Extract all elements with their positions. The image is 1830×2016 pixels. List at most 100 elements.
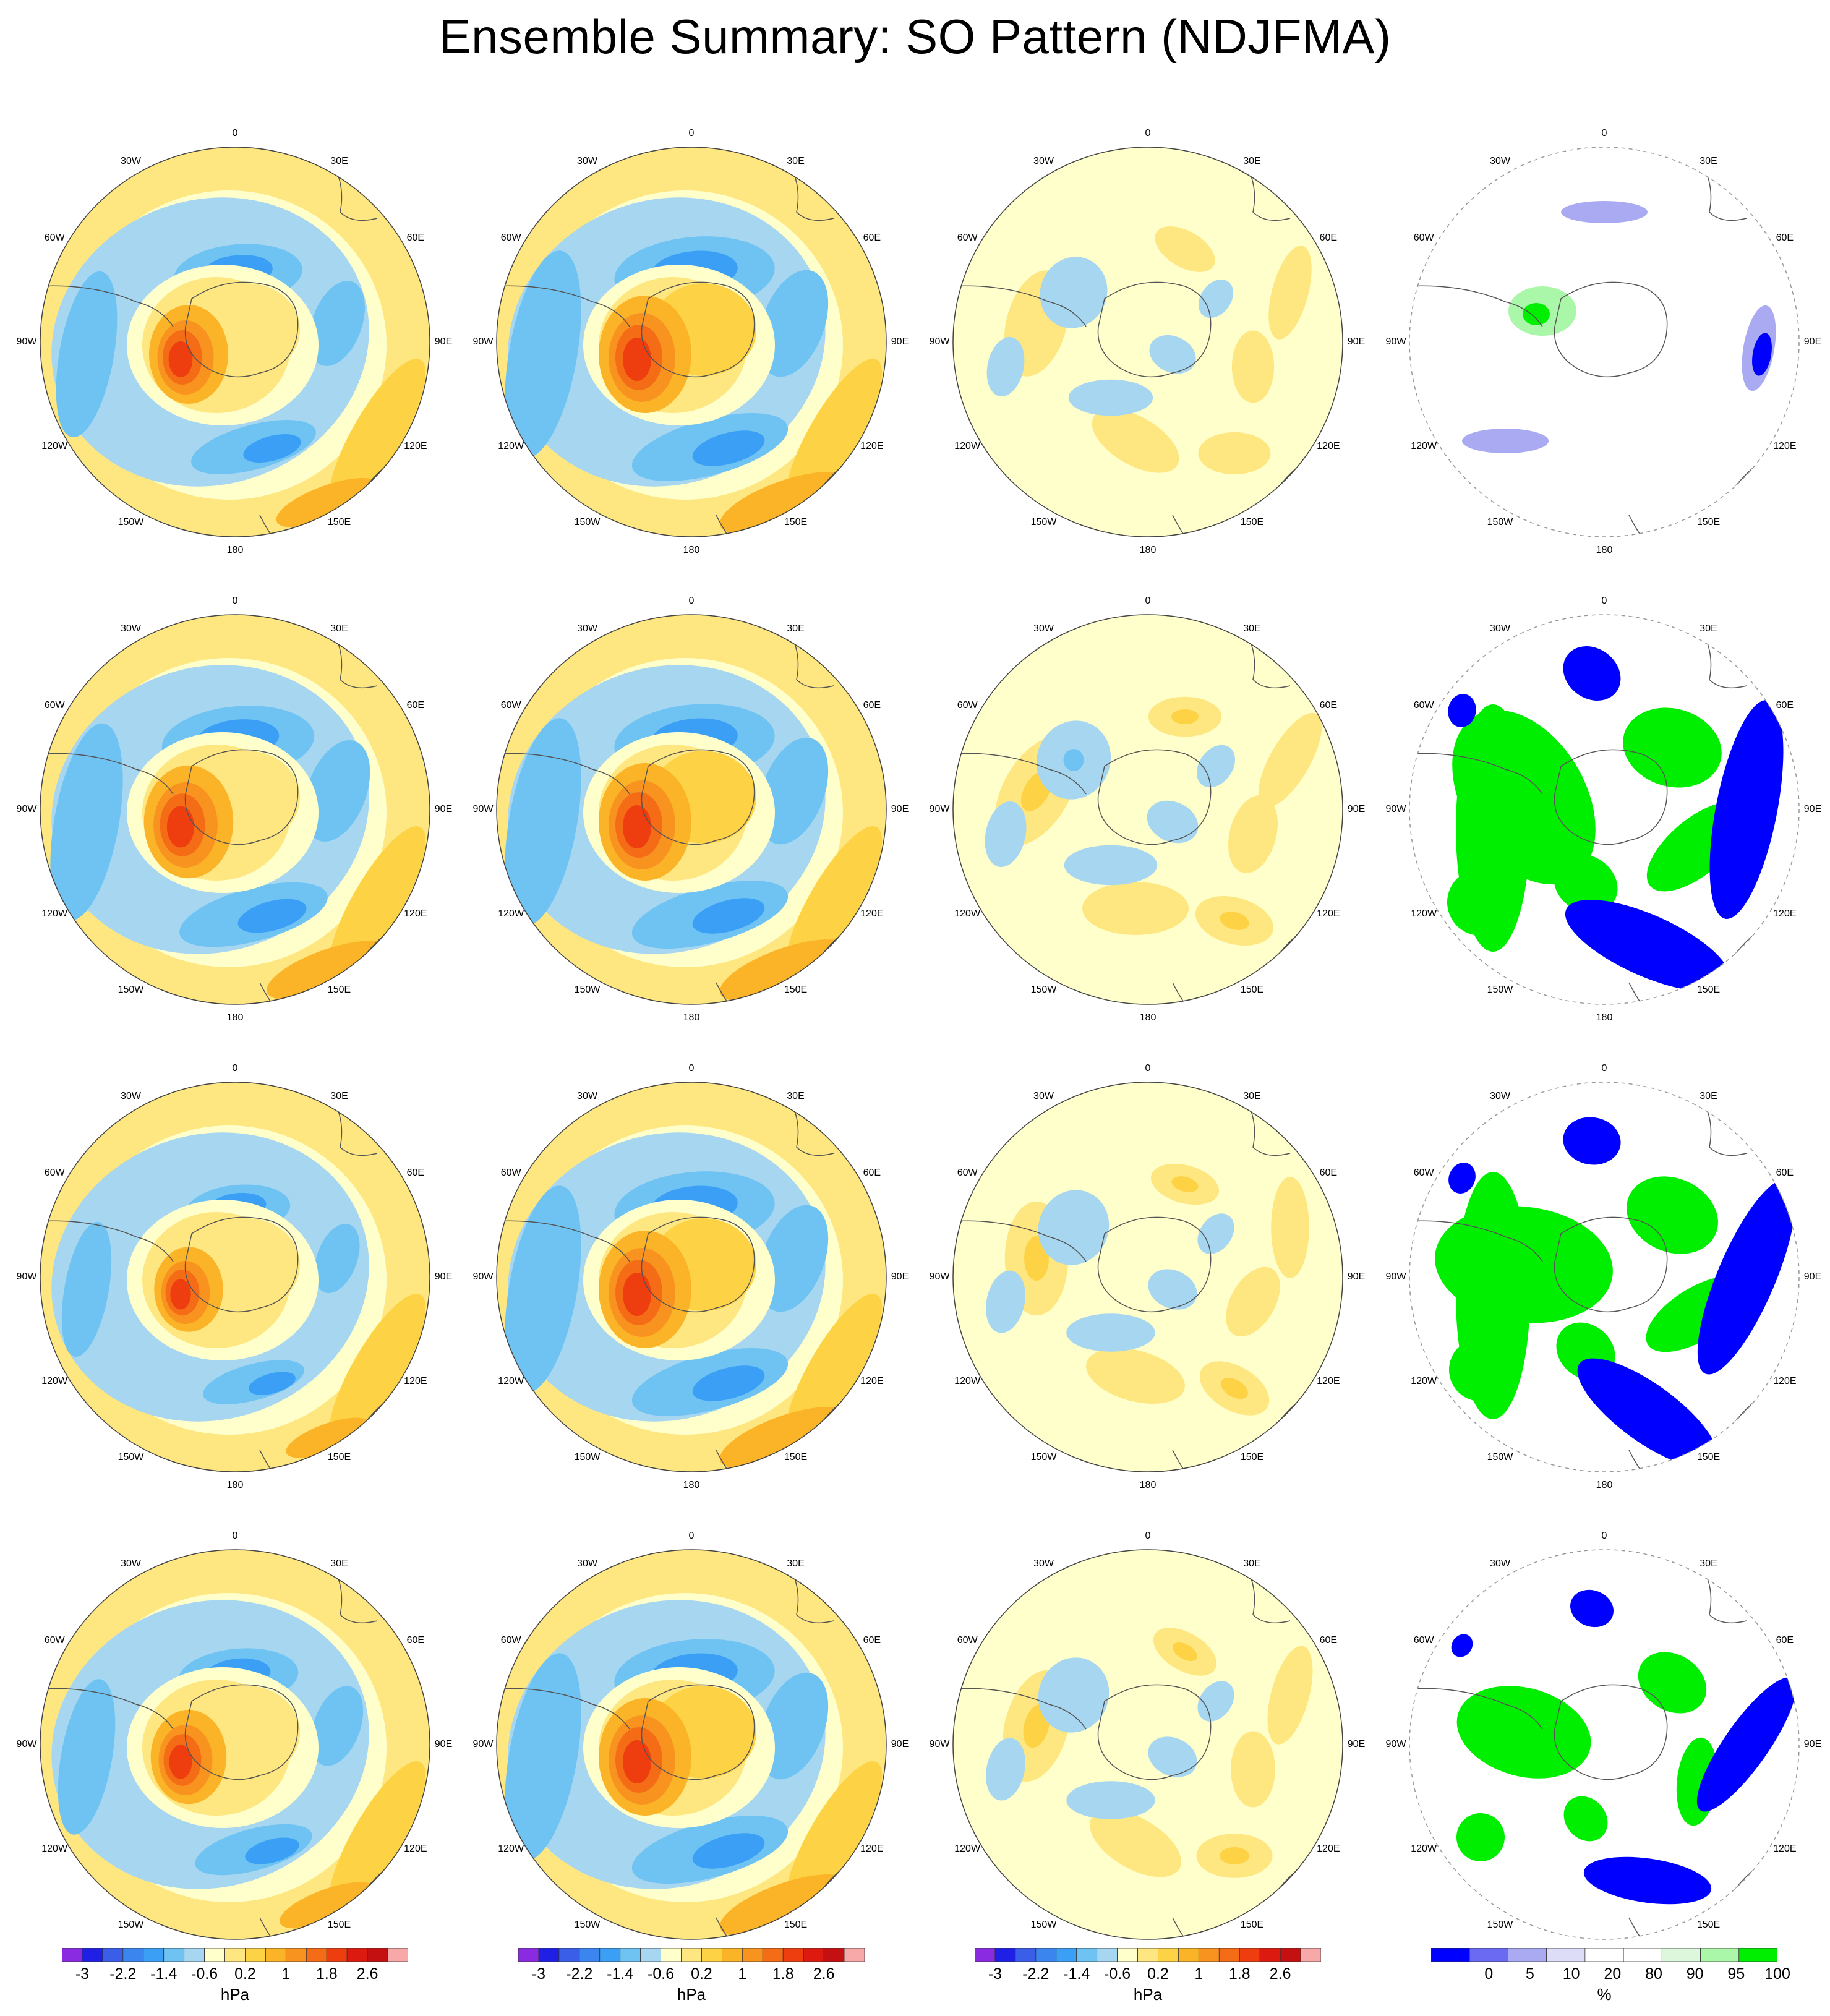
longitude-label: 150W <box>574 516 601 527</box>
colorbar-tick-label: 90 <box>1686 1965 1704 1983</box>
longitude-label: 0 <box>232 128 238 139</box>
colorbar-swatch <box>782 1947 804 1962</box>
map-panel-r1-c2: 0 30E 60E 90E 120E 150E 180 150W 120W 90W 60W 30W <box>473 98 939 568</box>
colorbar-swatch <box>1546 1947 1586 1962</box>
colorbar-tick-label: 2.6 <box>813 1965 835 1983</box>
colorbar-swatch <box>163 1947 185 1962</box>
rank-blue-2 <box>1570 1589 1614 1628</box>
field-negative-cell-b <box>505 1185 581 1393</box>
longitude-label: 60W <box>44 699 65 711</box>
longitude-label: 30W <box>1033 156 1054 167</box>
diff-positive-core-0 <box>1171 709 1199 724</box>
colorbar-tick-label: 0 <box>1484 1965 1494 1983</box>
colorbar-swatch <box>620 1947 641 1962</box>
longitude-label: 150E <box>327 516 351 527</box>
colorbar-tick-label: 1.8 <box>315 1965 338 1983</box>
new-zealand-coastline <box>1628 1450 1651 1472</box>
south-america-coastline <box>40 285 174 327</box>
longitude-label: 0 <box>232 1531 238 1541</box>
rank-blue-3 <box>1448 1163 1476 1194</box>
field-positive-core <box>168 341 193 377</box>
diff-negative-0 <box>1040 257 1108 328</box>
south-america-coastline <box>497 753 630 795</box>
map-panel-r2-c4: 0 30E 60E 90E 120E 150E 180 150W 120W 90W 60W 30W <box>1386 565 1830 1035</box>
longitude-label: 150W <box>574 1919 601 1930</box>
colorbar-swatch <box>1508 1947 1547 1962</box>
colorbar-swatch <box>681 1947 702 1962</box>
field-negative-cell-d <box>314 1223 360 1294</box>
new-zealand-coastline <box>1172 1917 1195 1939</box>
longitude-label: 120W <box>954 1843 981 1854</box>
colorbar-tick-label: -0.6 <box>648 1965 675 1983</box>
longitude-label: 0 <box>232 1063 238 1074</box>
diff-negative-4 <box>1148 1269 1197 1310</box>
rank-blue-1 <box>1577 1358 1718 1468</box>
longitude-label: 150E <box>1696 516 1721 527</box>
colorbar-swatch <box>224 1947 246 1962</box>
new-zealand-coastline <box>716 1450 738 1472</box>
field-positive-core <box>623 338 651 381</box>
field-positive-belt <box>328 359 426 511</box>
longitude-label: 60W <box>44 232 65 243</box>
colorbar-unit-label: hPa <box>677 1985 706 2004</box>
colorbar-swatches <box>518 1947 865 1962</box>
rank-green-2 <box>1554 854 1618 913</box>
map-boundary <box>40 1082 430 1472</box>
south-america-coastline <box>40 1688 174 1730</box>
diff-negative-3 <box>985 801 1027 868</box>
colorbar-tick-label: -2.2 <box>1022 1965 1050 1983</box>
colorbar-swatch <box>742 1947 763 1962</box>
colorbar-tick-label: 0.2 <box>1147 1965 1169 1983</box>
new-zealand-coastline <box>716 982 738 1004</box>
longitude-label: 90E <box>434 804 453 814</box>
longitude-label: 150W <box>574 984 601 995</box>
colorbar-swatch <box>844 1947 865 1962</box>
rank-blue-0 <box>1709 700 1784 919</box>
longitude-label: 150E <box>784 1919 808 1930</box>
longitude-label: 90E <box>1347 1739 1366 1749</box>
diff-positive-core-0 <box>1171 1176 1199 1192</box>
longitude-label: 0 <box>1601 128 1607 139</box>
map-boundary <box>952 1082 1343 1472</box>
colorbar-tick-label: 1.8 <box>772 1965 794 1983</box>
diff-positive-5 <box>1267 1646 1313 1745</box>
longitude-label: 30E <box>1700 1091 1717 1102</box>
diff-negative-2 <box>1064 845 1158 886</box>
longitude-label: 90W <box>472 1739 494 1749</box>
longitude-label: 150E <box>784 516 808 527</box>
antarctica-coastline <box>1097 1684 1212 1780</box>
longitude-label: 30E <box>787 623 805 634</box>
longitude-label: 180 <box>226 1480 244 1490</box>
diff-positive-1 <box>1226 1266 1280 1337</box>
map-panel-r1-c1: 0 30E 60E 90E 120E 150E 180 150W 120W 90W 60W 30W <box>17 98 482 568</box>
longitude-label: 30W <box>1490 623 1510 634</box>
colorbar-swatch <box>518 1947 539 1962</box>
longitude-label: 120E <box>1317 908 1340 919</box>
longitude-label: 60W <box>957 232 978 243</box>
antarctica-coastline <box>1554 1216 1668 1313</box>
field-positive-belt-core <box>719 472 849 534</box>
longitude-label: 60E <box>406 1167 425 1178</box>
diff-negative-4 <box>1147 800 1199 844</box>
longitude-label: 180 <box>1139 1480 1157 1490</box>
diff-positive-3 <box>1082 882 1189 935</box>
field-negative-core-c <box>249 1372 296 1395</box>
longitude-label: 180 <box>683 1012 700 1023</box>
new-zealand-coastline <box>1172 982 1195 1004</box>
polar-map <box>40 1549 430 1940</box>
map-panel-r3-c3: 0 30E 60E 90E 120E 150E 180 150W 120W 90W 60W 30W <box>930 1033 1395 1503</box>
map-boundary <box>40 1549 430 1940</box>
longitude-label: 150W <box>1487 516 1513 527</box>
diff-positive-5 <box>1258 712 1322 808</box>
longitude-label: 90W <box>929 1271 950 1282</box>
longitude-label: 30W <box>1490 1558 1510 1570</box>
longitude-label: 90E <box>891 804 909 814</box>
longitude-label: 120E <box>1773 1843 1797 1854</box>
longitude-label: 30E <box>330 623 348 634</box>
diff-negative-core-0 <box>1063 749 1084 771</box>
longitude-label: 90W <box>16 336 37 347</box>
longitude-label: 0 <box>688 128 695 139</box>
colorbar-swatch <box>61 1947 83 1962</box>
